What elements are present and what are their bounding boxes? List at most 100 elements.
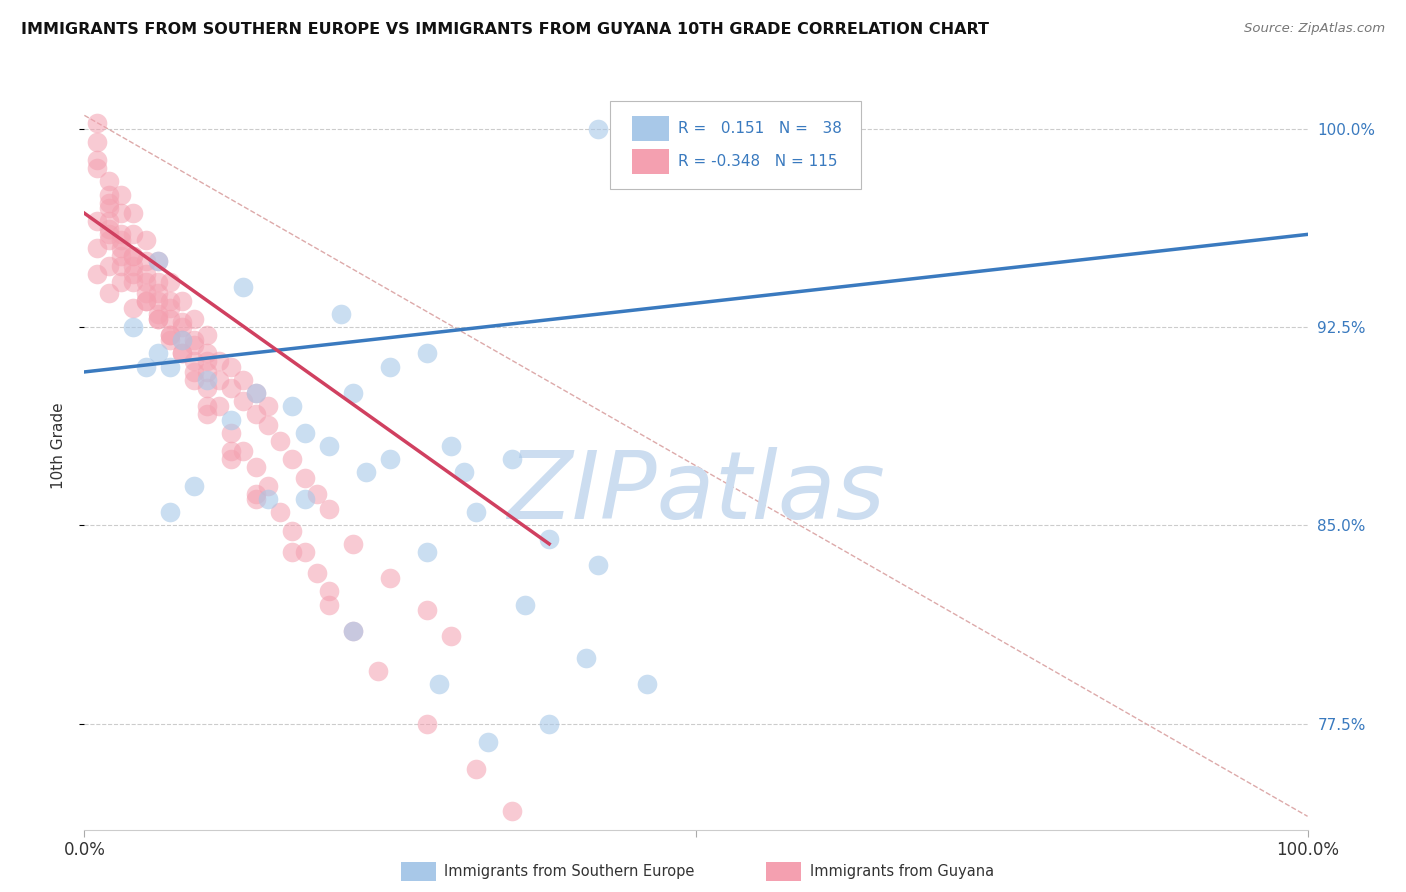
Point bbox=[183, 478, 205, 492]
Point bbox=[416, 346, 439, 360]
Point bbox=[195, 365, 218, 379]
Point bbox=[575, 650, 598, 665]
Point bbox=[97, 174, 120, 188]
Point bbox=[269, 434, 291, 448]
Point bbox=[97, 259, 120, 273]
Point bbox=[183, 373, 205, 387]
Point bbox=[318, 598, 340, 612]
Point bbox=[122, 275, 145, 289]
Point bbox=[219, 381, 242, 395]
Point bbox=[135, 275, 157, 289]
Point bbox=[318, 502, 340, 516]
Point bbox=[183, 354, 205, 368]
Point bbox=[219, 444, 242, 458]
Point bbox=[183, 333, 205, 347]
Point bbox=[122, 301, 145, 316]
Point bbox=[219, 412, 242, 426]
Text: ZIPatlas: ZIPatlas bbox=[508, 447, 884, 538]
Text: Immigrants from Guyana: Immigrants from Guyana bbox=[810, 864, 994, 879]
Point bbox=[135, 359, 157, 374]
Point bbox=[195, 381, 218, 395]
Point bbox=[305, 566, 328, 580]
Point bbox=[110, 227, 132, 242]
Point bbox=[135, 285, 157, 300]
Point bbox=[159, 333, 181, 347]
Point bbox=[110, 206, 132, 220]
Point bbox=[464, 505, 486, 519]
Point bbox=[636, 677, 658, 691]
Point bbox=[269, 505, 291, 519]
Point bbox=[195, 327, 218, 342]
Point bbox=[110, 248, 132, 262]
Point bbox=[97, 195, 120, 210]
Text: IMMIGRANTS FROM SOUTHERN EUROPE VS IMMIGRANTS FROM GUYANA 10TH GRADE CORRELATION: IMMIGRANTS FROM SOUTHERN EUROPE VS IMMIG… bbox=[21, 22, 988, 37]
Point bbox=[464, 762, 486, 776]
Point bbox=[122, 248, 145, 262]
FancyBboxPatch shape bbox=[610, 101, 860, 189]
Point bbox=[208, 400, 231, 414]
Point bbox=[538, 716, 561, 731]
Point bbox=[232, 444, 254, 458]
Point bbox=[513, 598, 536, 612]
Point bbox=[172, 346, 194, 360]
Text: Source: ZipAtlas.com: Source: ZipAtlas.com bbox=[1244, 22, 1385, 36]
Point bbox=[122, 320, 145, 334]
Point bbox=[146, 285, 169, 300]
Point bbox=[135, 253, 157, 268]
Point bbox=[281, 524, 304, 538]
Point bbox=[97, 201, 120, 215]
Point bbox=[86, 161, 108, 176]
Point bbox=[135, 267, 157, 281]
Point bbox=[354, 466, 377, 480]
Point bbox=[294, 545, 316, 559]
Point bbox=[257, 417, 280, 432]
Point bbox=[502, 452, 524, 467]
Point bbox=[183, 338, 205, 352]
Point bbox=[97, 222, 120, 236]
Point bbox=[122, 259, 145, 273]
Point bbox=[208, 373, 231, 387]
Point bbox=[172, 346, 194, 360]
Point bbox=[110, 187, 132, 202]
Point bbox=[172, 315, 194, 329]
Point bbox=[245, 486, 267, 500]
Text: Immigrants from Southern Europe: Immigrants from Southern Europe bbox=[444, 864, 695, 879]
Point bbox=[257, 491, 280, 506]
Point bbox=[281, 400, 304, 414]
Point bbox=[232, 280, 254, 294]
Point bbox=[110, 241, 132, 255]
Point bbox=[172, 333, 194, 347]
Point bbox=[342, 537, 364, 551]
Point bbox=[342, 624, 364, 639]
Point bbox=[342, 386, 364, 401]
Point bbox=[502, 804, 524, 818]
Point bbox=[380, 359, 402, 374]
Point bbox=[257, 400, 280, 414]
Point bbox=[416, 716, 439, 731]
Point bbox=[294, 425, 316, 440]
Point bbox=[135, 293, 157, 308]
Point bbox=[159, 312, 181, 326]
Point bbox=[183, 312, 205, 326]
Point bbox=[586, 558, 609, 572]
Point bbox=[97, 285, 120, 300]
Point bbox=[195, 354, 218, 368]
Bar bbox=[633, 149, 669, 174]
Point bbox=[380, 452, 402, 467]
Point bbox=[122, 267, 145, 281]
Y-axis label: 10th Grade: 10th Grade bbox=[51, 402, 66, 490]
Point bbox=[159, 327, 181, 342]
Point bbox=[146, 293, 169, 308]
Point bbox=[232, 394, 254, 409]
Point bbox=[245, 386, 267, 401]
Point bbox=[318, 584, 340, 599]
Point bbox=[208, 354, 231, 368]
Point bbox=[86, 153, 108, 168]
Point bbox=[538, 532, 561, 546]
Point bbox=[453, 466, 475, 480]
Point bbox=[245, 491, 267, 506]
Point bbox=[416, 603, 439, 617]
Point bbox=[195, 346, 218, 360]
Point bbox=[232, 373, 254, 387]
Bar bbox=[633, 116, 669, 141]
